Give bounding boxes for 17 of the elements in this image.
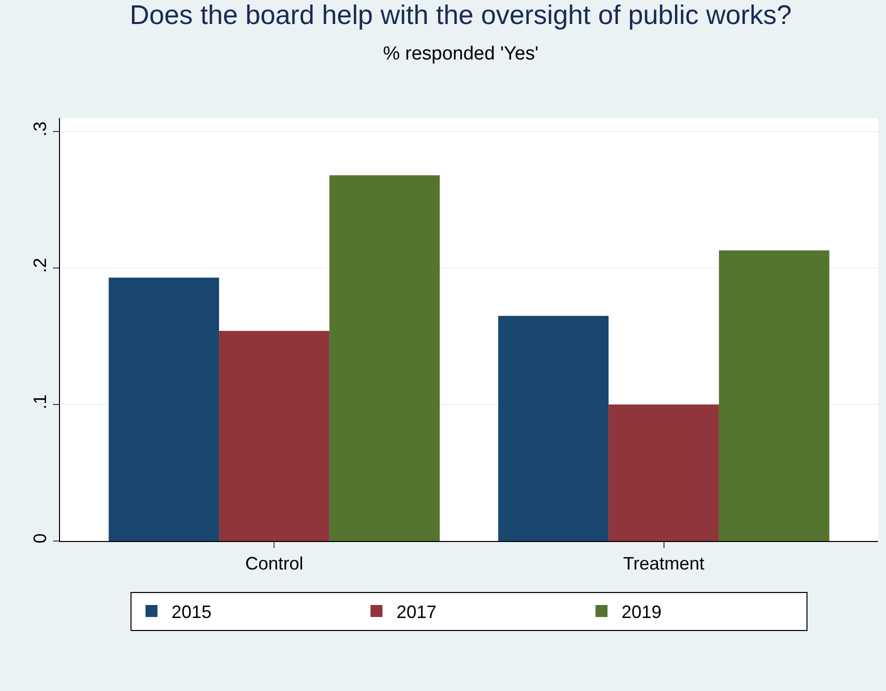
y-tick-label: .1: [30, 394, 50, 410]
y-tick-label: .3: [30, 121, 50, 136]
legend-label: 2017: [396, 602, 437, 622]
x-tick-label: Treatment: [623, 554, 704, 574]
chart-title: Does the board help with the oversight of public works?: [130, 0, 792, 30]
legend-label: 2015: [172, 602, 212, 622]
bar: [219, 330, 330, 541]
bar: [498, 316, 609, 541]
chart-subtitle: % responded 'Yes': [382, 43, 538, 64]
bar: [718, 250, 830, 541]
bar: [108, 278, 220, 541]
bar: [329, 175, 440, 541]
x-tick-label: Control: [245, 554, 304, 574]
legend-label: 2019: [622, 602, 662, 622]
y-tick-label: .2: [30, 258, 50, 273]
bar: [608, 404, 719, 541]
y-tick-label: 0: [30, 533, 50, 544]
